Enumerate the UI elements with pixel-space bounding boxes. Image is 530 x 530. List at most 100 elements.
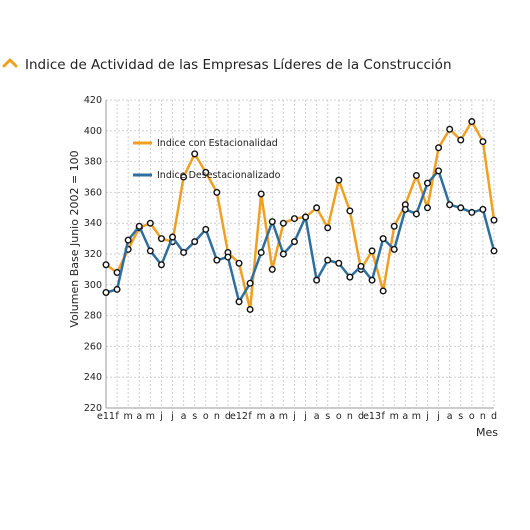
- data-point: [479, 205, 487, 213]
- y-tick-label: 420: [84, 95, 102, 106]
- x-tick-label: o: [336, 411, 342, 422]
- data-point: [213, 188, 221, 196]
- x-tick-label: n: [214, 411, 220, 422]
- data-point: [324, 224, 332, 232]
- data-point: [435, 144, 443, 152]
- data-point: [146, 247, 154, 255]
- data-point: [213, 256, 221, 264]
- x-tick-label: s: [192, 411, 197, 422]
- data-point: [224, 253, 232, 261]
- x-tick-label: a: [181, 411, 187, 422]
- data-point: [457, 136, 465, 144]
- data-point: [102, 261, 110, 269]
- data-point: [313, 276, 321, 284]
- x-tick-label: e12: [230, 411, 248, 422]
- x-tick-label: a: [314, 411, 320, 422]
- x-tick-label: m: [257, 411, 266, 422]
- chart-header: Indice de Actividad de las Empresas Líde…: [0, 56, 530, 76]
- chart-title: Indice de Actividad de las Empresas Líde…: [25, 57, 452, 73]
- data-point: [479, 138, 487, 146]
- x-tick-label: a: [447, 411, 453, 422]
- x-tick-label: m: [124, 411, 133, 422]
- data-point: [468, 118, 476, 126]
- x-tick-label: s: [458, 411, 463, 422]
- data-point: [235, 259, 243, 267]
- legend: Indice con Estacionalidad Indice Desestac…: [133, 138, 281, 181]
- data-point: [257, 190, 265, 198]
- data-point: [401, 205, 409, 213]
- y-tick-label: 320: [84, 249, 102, 260]
- legend-label: Indice Desestacionalizado: [157, 170, 281, 181]
- data-point: [490, 247, 498, 255]
- y-tick-label: 300: [84, 280, 102, 291]
- y-tick-label: 400: [84, 126, 102, 137]
- x-tick-label: d: [491, 411, 497, 422]
- data-point: [191, 238, 199, 246]
- series-2: [102, 167, 498, 306]
- x-tick-label: f: [381, 411, 385, 422]
- data-point: [346, 207, 354, 215]
- x-tick-label: j: [303, 411, 307, 422]
- data-point: [324, 256, 332, 264]
- data-point: [157, 261, 165, 269]
- x-tick-label: o: [469, 411, 475, 422]
- y-tick-label: 380: [84, 157, 102, 168]
- x-tick-label: e11: [97, 411, 115, 422]
- data-point: [235, 298, 243, 306]
- x-tick-label: j: [436, 411, 440, 422]
- data-point: [113, 285, 121, 293]
- data-point: [335, 259, 343, 267]
- x-tick-label: d: [358, 411, 364, 422]
- data-point: [313, 204, 321, 212]
- x-tick-label: e13: [363, 411, 381, 422]
- data-point: [180, 248, 188, 256]
- data-point: [368, 247, 376, 255]
- y-tick-label: 340: [84, 218, 102, 229]
- y-tick-label: 280: [84, 311, 102, 322]
- data-point: [146, 219, 154, 227]
- data-point: [390, 222, 398, 230]
- series-line: [105, 169, 496, 303]
- x-tick-label: s: [325, 411, 330, 422]
- data-point: [368, 276, 376, 284]
- x-tick-label: a: [136, 411, 142, 422]
- data-point: [412, 171, 420, 179]
- y-tick-label: 220: [84, 403, 102, 414]
- data-point: [279, 219, 287, 227]
- data-point: [446, 125, 454, 133]
- x-tick-label: j: [292, 411, 296, 422]
- x-tick-label: m: [146, 411, 155, 422]
- data-point: [169, 233, 177, 241]
- data-point: [124, 236, 132, 244]
- x-tick-label: m: [390, 411, 399, 422]
- x-tick-label: n: [347, 411, 353, 422]
- x-tick-label: f: [115, 411, 119, 422]
- data-point: [268, 265, 276, 273]
- y-axis-label: Volumen Base Junio 2002 = 100: [68, 150, 81, 327]
- x-tick-label: o: [203, 411, 209, 422]
- data-point: [113, 268, 121, 276]
- y-tick-label: 260: [84, 341, 102, 352]
- x-tick-label: j: [425, 411, 429, 422]
- x-tick-label: n: [480, 411, 486, 422]
- data-point: [490, 216, 498, 224]
- x-tick-label: j: [159, 411, 163, 422]
- data-point: [423, 179, 431, 187]
- legend-label: Indice con Estacionalidad: [157, 138, 278, 149]
- data-point: [390, 245, 398, 253]
- data-point: [202, 225, 210, 233]
- x-tick-label: j: [170, 411, 174, 422]
- data-point: [290, 215, 298, 223]
- data-point: [268, 218, 276, 226]
- x-tick-label: a: [402, 411, 408, 422]
- data-point: [102, 289, 110, 297]
- data-point: [290, 238, 298, 246]
- x-axis-label: Mes: [476, 426, 498, 439]
- chevron-up-icon[interactable]: [2, 56, 18, 70]
- data-point: [246, 279, 254, 287]
- data-point: [180, 173, 188, 181]
- x-tick-label: f: [248, 411, 252, 422]
- data-point: [435, 167, 443, 175]
- data-point: [246, 305, 254, 313]
